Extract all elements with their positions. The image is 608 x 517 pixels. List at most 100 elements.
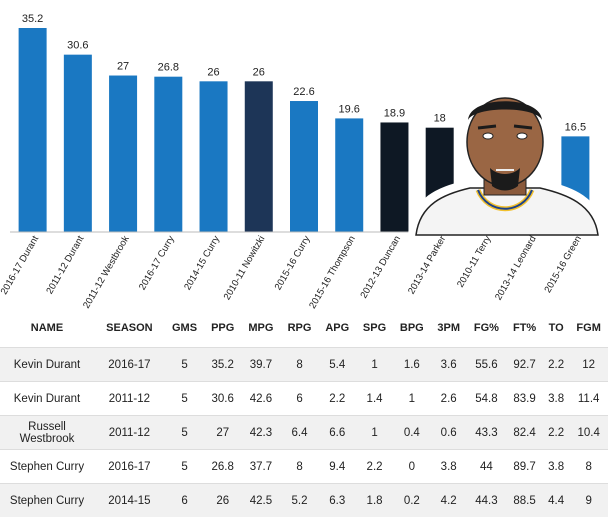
table-cell: 0.6 xyxy=(431,416,467,450)
table-cell: 5 xyxy=(165,348,205,382)
bar xyxy=(335,118,363,232)
table-cell: 9 xyxy=(569,484,608,517)
table-cell: Stephen Curry xyxy=(0,484,94,517)
column-header: SPG xyxy=(356,309,393,348)
table-cell: 6 xyxy=(281,382,319,416)
table-cell: 9.4 xyxy=(318,450,356,484)
table-cell: 8 xyxy=(281,450,319,484)
x-tick-label: 2013-14 Parker xyxy=(406,234,448,296)
value-label: 16.5 xyxy=(565,121,586,133)
table-cell: Russell Westbrook xyxy=(0,416,94,450)
table-cell: 42.3 xyxy=(241,416,281,450)
value-label: 27 xyxy=(117,61,129,73)
column-header: MPG xyxy=(241,309,281,348)
table-cell: 2.2 xyxy=(318,382,356,416)
table-cell: 6.4 xyxy=(281,416,319,450)
table-cell: Stephen Curry xyxy=(0,450,94,484)
table-cell: 44 xyxy=(467,450,507,484)
table-cell: 0 xyxy=(393,450,431,484)
table-cell: 88.5 xyxy=(506,484,543,517)
x-tick-label: 2012-13 Duncan xyxy=(358,234,403,300)
table-cell: 2.2 xyxy=(543,348,569,382)
table-cell: 5 xyxy=(165,416,205,450)
table-cell: 0.2 xyxy=(393,484,431,517)
table-cell: 1 xyxy=(356,416,393,450)
column-header: SEASON xyxy=(94,309,165,348)
table-cell: 1 xyxy=(356,348,393,382)
table-cell: 3.6 xyxy=(431,348,467,382)
table-cell: 3.8 xyxy=(543,382,569,416)
bar xyxy=(154,77,182,232)
bar xyxy=(380,122,408,232)
column-header: FGM xyxy=(569,309,608,348)
table-cell: 42.6 xyxy=(241,382,281,416)
table-cell: 2.6 xyxy=(431,382,467,416)
table-cell: 10.4 xyxy=(569,416,608,450)
x-tick-label: 2010-11 Nowitzki xyxy=(222,234,268,302)
table-cell: 1 xyxy=(393,382,431,416)
table-cell: 55.6 xyxy=(467,348,507,382)
x-tick-label: 2016-17 Durant xyxy=(0,234,41,297)
table-cell: 6 xyxy=(165,484,205,517)
column-header: PPG xyxy=(204,309,241,348)
table-cell: 1.4 xyxy=(356,382,393,416)
bar xyxy=(245,81,273,232)
table-cell: 2011-12 xyxy=(94,382,165,416)
table-cell: 39.7 xyxy=(241,348,281,382)
table-cell: 37.7 xyxy=(241,450,281,484)
table-cell: 92.7 xyxy=(506,348,543,382)
value-label: 35.2 xyxy=(22,13,43,25)
column-header: FT% xyxy=(506,309,543,348)
table-cell: 1.8 xyxy=(356,484,393,517)
column-header: FG% xyxy=(467,309,507,348)
x-tick-label: 2015-16 Curry xyxy=(273,234,313,292)
value-label: 26.8 xyxy=(158,62,179,74)
value-label: 26 xyxy=(253,66,265,78)
table-cell: Kevin Durant xyxy=(0,382,94,416)
value-label: 26 xyxy=(207,66,219,78)
value-label: 22.6 xyxy=(293,86,314,98)
x-tick-label: 2011-12 Durant xyxy=(44,234,86,296)
bar xyxy=(200,81,228,232)
table-cell: 8 xyxy=(281,348,319,382)
table-cell: 0.4 xyxy=(393,416,431,450)
table-cell: 5 xyxy=(165,450,205,484)
column-header: NAME xyxy=(0,309,94,348)
value-label: 30.6 xyxy=(67,40,88,52)
table-cell: 35.2 xyxy=(204,348,241,382)
x-tick-label: 2011-12 Westbrook xyxy=(81,234,132,309)
table-cell: 4.2 xyxy=(431,484,467,517)
bar xyxy=(109,76,137,232)
value-label: 18.9 xyxy=(384,107,405,119)
value-label: 18 xyxy=(434,113,446,125)
table-cell: 5.4 xyxy=(318,348,356,382)
column-header: BPG xyxy=(393,309,431,348)
bar xyxy=(19,28,47,232)
table-cell: 44.3 xyxy=(467,484,507,517)
table-cell: 8 xyxy=(569,450,608,484)
column-header: GMS xyxy=(165,309,205,348)
table-cell: 2016-17 xyxy=(94,348,165,382)
x-tick-label: 2016-17 Curry xyxy=(137,234,177,292)
x-tick-label: 2015-16 Thompson xyxy=(307,234,358,309)
x-tick-label: 2013-14 Leonard xyxy=(493,234,539,302)
table-cell: 4.4 xyxy=(543,484,569,517)
table-cell: 5.2 xyxy=(281,484,319,517)
bar xyxy=(64,55,92,232)
table-cell: 83.9 xyxy=(506,382,543,416)
chart: 35.230.62726.8262622.619.618.91817.316.9… xyxy=(0,0,608,309)
column-header: TO xyxy=(543,309,569,348)
table-cell: 2014-15 xyxy=(94,484,165,517)
table-cell: 2011-12 xyxy=(94,416,165,450)
table-cell: 5 xyxy=(165,382,205,416)
table-cell: 82.4 xyxy=(506,416,543,450)
column-header: RPG xyxy=(281,309,319,348)
table-cell: 30.6 xyxy=(204,382,241,416)
x-tick-label: 2015-16 Green xyxy=(542,234,583,295)
